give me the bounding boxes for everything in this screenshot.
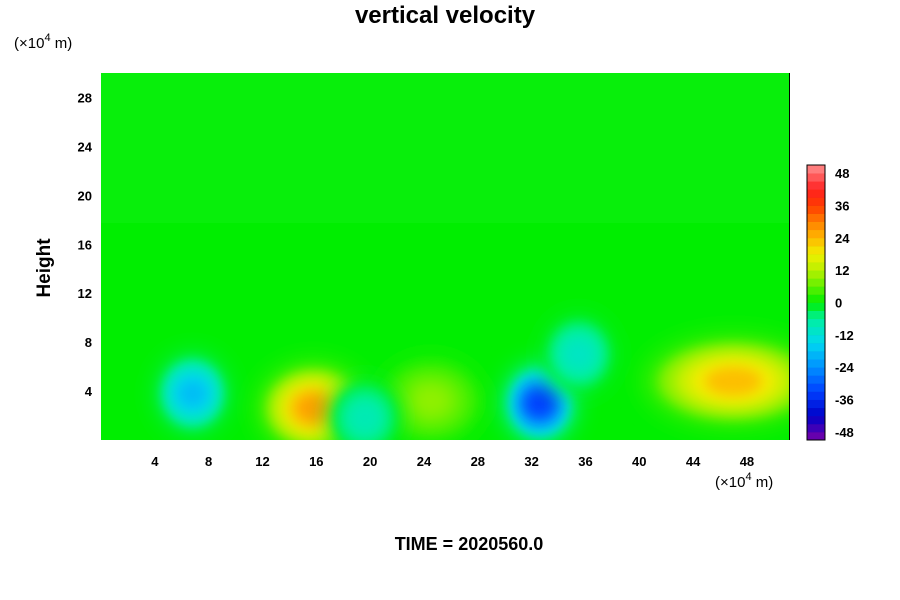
x-tick-label: 8 [205, 454, 212, 469]
upper-field [101, 73, 790, 223]
x-unit-exponent: 4 [745, 471, 751, 483]
colorbar-band [807, 278, 825, 287]
y-tick-label: 20 [78, 188, 92, 203]
colorbar-band [807, 181, 825, 190]
colorbar-band [807, 165, 825, 174]
colorbar-frame [806, 164, 826, 441]
colorbar-band [807, 189, 825, 198]
feature-contour [565, 341, 593, 368]
feature-contour [296, 394, 332, 423]
colorbar-band [807, 367, 825, 376]
x-unit-suffix: m) [752, 474, 774, 491]
x-tick-label: 4 [151, 454, 159, 469]
x-tick-label: 28 [471, 454, 485, 469]
y-unit-suffix: m) [51, 35, 73, 52]
velocity-feature [542, 314, 615, 395]
x-axis-ticks: 4 8 12 16 20 24 28 32 36 40 44 48 [151, 454, 754, 469]
y-tick-label: 16 [78, 237, 92, 252]
colorbar-band [807, 431, 825, 441]
x-unit-prefix: (×10 [715, 474, 745, 491]
y-tick-label: 28 [78, 90, 92, 105]
x-tick-label: 32 [524, 454, 538, 469]
colorbar-tick-label: -36 [835, 393, 854, 408]
x-tick-label: 24 [417, 454, 432, 469]
colorbar-tick-label: -12 [835, 328, 854, 343]
colorbar-band [807, 383, 825, 392]
x-tick-label: 12 [255, 454, 269, 469]
colorbar-band [807, 318, 825, 328]
plot-frame-right [789, 73, 790, 440]
x-axis-unit: (×104 m) [715, 471, 773, 491]
colorbar-band [807, 270, 825, 279]
feature-contour [178, 380, 207, 407]
colorbar-band [807, 391, 825, 400]
colorbar-band [807, 262, 825, 271]
x-tick-label: 48 [740, 454, 754, 469]
y-axis-ticks: 4 8 12 16 20 24 28 [78, 90, 93, 399]
colorbar-band [807, 229, 825, 239]
velocity-feature [156, 353, 229, 434]
feature-contour [705, 367, 762, 396]
feature-contour [413, 386, 449, 415]
y-tick-label: 4 [85, 384, 93, 399]
colorbar-band [807, 173, 825, 182]
colorbar-band [807, 423, 825, 433]
colorbar: 48 36 24 12 0 -12 -24 -36 -48 [806, 164, 855, 441]
colorbar-tick-label: 24 [835, 231, 850, 246]
colorbar-tick-label: -48 [835, 425, 854, 440]
colorbar-band [807, 213, 825, 223]
colorbar-band [807, 197, 825, 206]
colorbar-tick-label: 12 [835, 263, 849, 278]
feature-contour [351, 405, 379, 431]
time-label: TIME = 2020560.0 [395, 534, 544, 554]
velocity-feature [643, 335, 790, 428]
y-unit-prefix: (×10 [14, 35, 44, 52]
velocity-feature [328, 377, 401, 440]
colorbar-band [807, 310, 825, 320]
chart-title: vertical velocity [355, 2, 536, 29]
colorbar-band [807, 253, 825, 263]
colorbar-band [807, 351, 825, 360]
colorbar-band [807, 399, 825, 409]
colorbar-tick-label: 0 [835, 296, 842, 311]
x-tick-label: 36 [578, 454, 592, 469]
y-unit-exponent: 4 [44, 32, 50, 44]
x-tick-label: 44 [686, 454, 701, 469]
y-tick-label: 24 [78, 139, 93, 154]
colorbar-band [807, 205, 825, 214]
colorbar-tick-label: 36 [835, 198, 849, 213]
y-tick-label: 8 [85, 335, 92, 350]
y-axis-label: Height [34, 238, 55, 298]
colorbar-band [807, 342, 825, 352]
velocity-feature [374, 354, 487, 440]
colorbar-band [807, 245, 825, 255]
colorbar-tick-label: -24 [835, 360, 855, 375]
colorbar-band [807, 302, 825, 311]
velocity-features [156, 314, 790, 440]
colorbar-band [807, 334, 825, 344]
colorbar-band [807, 294, 825, 303]
colorbar-band [807, 359, 825, 368]
feature-contour [526, 390, 554, 417]
x-tick-label: 20 [363, 454, 377, 469]
x-tick-label: 16 [309, 454, 323, 469]
colorbar-band [807, 221, 825, 231]
contour-plot-area [101, 73, 790, 440]
colorbar-band [807, 237, 825, 247]
colorbar-band [807, 326, 825, 336]
y-tick-label: 12 [78, 286, 92, 301]
colorbar-band [807, 415, 825, 425]
y-axis-unit: (×104 m) [14, 32, 72, 52]
colorbar-band [807, 286, 825, 295]
colorbar-band [807, 407, 825, 417]
colorbar-band [807, 375, 825, 384]
colorbar-tick-label: 48 [835, 166, 849, 181]
x-tick-label: 40 [632, 454, 646, 469]
